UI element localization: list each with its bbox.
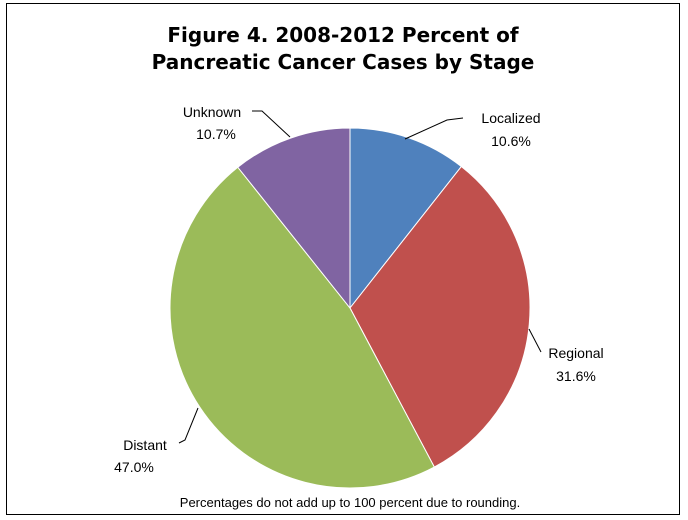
slice-label-unknown-value: 10.7% (196, 126, 236, 142)
slice-label-distant-value: 47.0% (114, 459, 154, 475)
pie-slice-distant (169, 166, 435, 489)
pie-slices (169, 127, 531, 489)
leader-lines (178, 110, 542, 444)
slice-label-localized-value: 10.6% (491, 133, 531, 149)
chart-title-line-1: Figure 4. 2008-2012 Percent of (167, 23, 519, 47)
chart-footnote: Percentages do not add up to 100 percent… (180, 495, 520, 510)
pie-slice-localized (349, 127, 463, 310)
leader-line-localized (404, 117, 464, 140)
slice-label-regional-name: Regional (548, 345, 603, 361)
pie-slice-unknown (237, 127, 351, 310)
slice-label-regional-value: 31.6% (556, 368, 596, 384)
leader-line-unknown (252, 110, 291, 138)
slice-label-distant-name: Distant (123, 437, 167, 453)
chart-title-line-2: Pancreatic Cancer Cases by Stage (152, 50, 535, 74)
slice-label-localized-name: Localized (481, 110, 540, 126)
leader-line-distant (178, 407, 199, 444)
slice-label-unknown-name: Unknown (183, 104, 241, 120)
leader-line-regional (528, 328, 542, 353)
